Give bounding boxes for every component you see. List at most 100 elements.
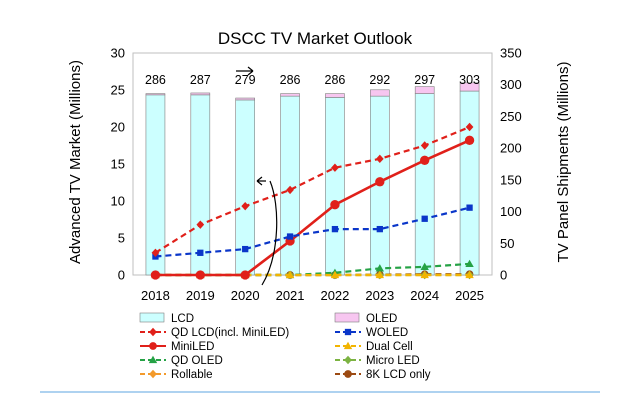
y-left-tick-25: 25	[111, 83, 125, 98]
plot-border	[132, 52, 493, 276]
bar-oled-2022	[325, 93, 345, 98]
bar-lcd-2019	[190, 94, 211, 276]
point-miniled-2025	[464, 135, 475, 145]
y-right-axis-title: TV Panel Shipments (Millions)	[555, 62, 572, 263]
point-dual-cell-2023	[375, 270, 385, 279]
y-right-tick-250: 250	[500, 109, 522, 124]
annotation-arrows	[236, 66, 278, 286]
y-left-tick-5: 5	[118, 231, 125, 246]
bar-lcd-2021	[280, 95, 300, 276]
point-qd-oled-2023	[375, 264, 385, 272]
y-right-tick-50: 50	[500, 236, 514, 251]
point-qd-lcd-incl-miniled-2019	[196, 220, 205, 229]
legend-marker-8k-lcd-only	[344, 370, 352, 378]
legend-label-micro-led: Micro LED	[366, 355, 420, 367]
point-dual-cell-2022	[330, 270, 340, 279]
point-woled-2022	[331, 225, 339, 233]
x-tick-2023: 2023	[365, 288, 394, 303]
legend-marker-qd-lcd-incl-miniled	[149, 327, 157, 337]
point-qd-lcd-incl-miniled-2020	[241, 201, 250, 211]
x-tick-2018: 2018	[141, 288, 170, 303]
y-right-tick-300: 300	[500, 77, 522, 92]
point-miniled-2019	[195, 270, 205, 280]
series-line-woled	[155, 206, 470, 258]
point-woled-2019	[197, 249, 204, 256]
annotation-bracket	[256, 176, 278, 286]
bar-oled-2021	[280, 93, 300, 97]
point-miniled-2024	[420, 155, 430, 165]
legend-label-miniled: MiniLED	[171, 341, 214, 353]
series-line-miniled	[155, 139, 471, 277]
legend-label-woled: WOLED	[366, 327, 408, 339]
point-qd-lcd-incl-miniled-2023	[375, 154, 384, 164]
total-label-2020: 279	[235, 73, 256, 87]
chart-title: DSCC TV Market Outlook	[218, 29, 413, 48]
total-label-2025: 303	[459, 73, 480, 87]
point-miniled-2020	[240, 270, 250, 280]
point-woled-2024	[421, 215, 428, 222]
bar-oled-2024	[414, 86, 435, 94]
total-label-2019: 287	[190, 73, 211, 87]
legend-swatch-oled	[334, 312, 360, 323]
x-tick-2019: 2019	[186, 288, 215, 303]
legend: LCD OLED QD LCD(incl. MiniLED) WOLED MiniLED…	[139, 312, 431, 381]
total-label-2023: 292	[369, 73, 390, 87]
legend-marker-rollable	[149, 369, 157, 379]
plot-frame	[132, 52, 493, 276]
legend-swatch-lcd	[139, 312, 165, 323]
point-qd-oled-2024	[420, 262, 429, 271]
legend-label-8k-lcd-only: 8K LCD only	[366, 369, 431, 381]
bar-oled-2018	[145, 93, 166, 96]
x-tick-2025: 2025	[455, 288, 484, 303]
series-line-qd-lcd-incl-miniled	[154, 125, 470, 254]
legend-marker-micro-led	[344, 355, 352, 365]
legend-label-dual-cell: Dual Cell	[366, 341, 413, 353]
bar-lcd-2018	[145, 94, 166, 276]
y-right-tick-100: 100	[500, 204, 522, 219]
bar-oled-2020	[235, 97, 255, 101]
bar-oled-2023	[370, 89, 390, 97]
legend-label-qd-oled: QD OLED	[171, 355, 223, 367]
legend-marker-dual-cell	[343, 341, 353, 350]
legend-label-rollable: Rollable	[171, 369, 213, 381]
point-qd-oled-2025	[465, 259, 474, 268]
y-left-tick-30: 30	[111, 46, 125, 61]
totals-group: 286 287 279 286 286 292 297 303	[145, 73, 480, 87]
point-dual-cell-2024	[420, 270, 429, 279]
point-woled-2023	[376, 225, 383, 233]
point-dual-cell-2025	[465, 270, 474, 279]
point-qd-lcd-incl-miniled-2018	[151, 248, 160, 257]
x-tick-2020: 2020	[231, 288, 260, 303]
legend-label-qd-lcd-incl-miniled: QD LCD(incl. MiniLED)	[171, 327, 289, 339]
y-right-tick-350: 350	[500, 46, 522, 61]
bar-oled-2019	[190, 92, 211, 96]
point-qd-lcd-incl-miniled-2021	[286, 185, 294, 195]
bar-oled-2025	[459, 82, 480, 92]
point-miniled-2022	[330, 200, 340, 210]
legend-marker-woled	[344, 328, 352, 336]
point-woled-2020	[242, 245, 249, 253]
annotation-arrow-top	[236, 66, 254, 76]
legend-marker-qd-oled	[148, 355, 158, 364]
legend-label-lcd: LCD	[171, 313, 194, 325]
lines-group	[150, 122, 475, 280]
y-left-tick-15: 15	[111, 157, 125, 172]
point-dual-cell-2021	[285, 270, 295, 279]
y-left-tick-20: 20	[111, 120, 125, 135]
bar-lcd-2024	[414, 93, 435, 276]
bar-lcd-2025	[459, 90, 480, 276]
bars-group	[145, 82, 480, 276]
point-qd-lcd-incl-miniled-2025	[465, 122, 474, 132]
y-left-tick-0: 0	[118, 268, 125, 283]
total-label-2024: 297	[414, 73, 435, 87]
point-qd-lcd-incl-miniled-2022	[331, 163, 339, 172]
bar-lcd-2022	[325, 97, 345, 276]
total-label-2021: 286	[280, 73, 301, 87]
point-miniled-2023	[375, 177, 385, 187]
point-miniled-2018	[150, 270, 161, 280]
y-left-axis-title: Advanced TV Market (Millions)	[67, 60, 84, 264]
total-label-2018: 286	[145, 73, 166, 87]
x-tick-2022: 2022	[320, 288, 349, 303]
